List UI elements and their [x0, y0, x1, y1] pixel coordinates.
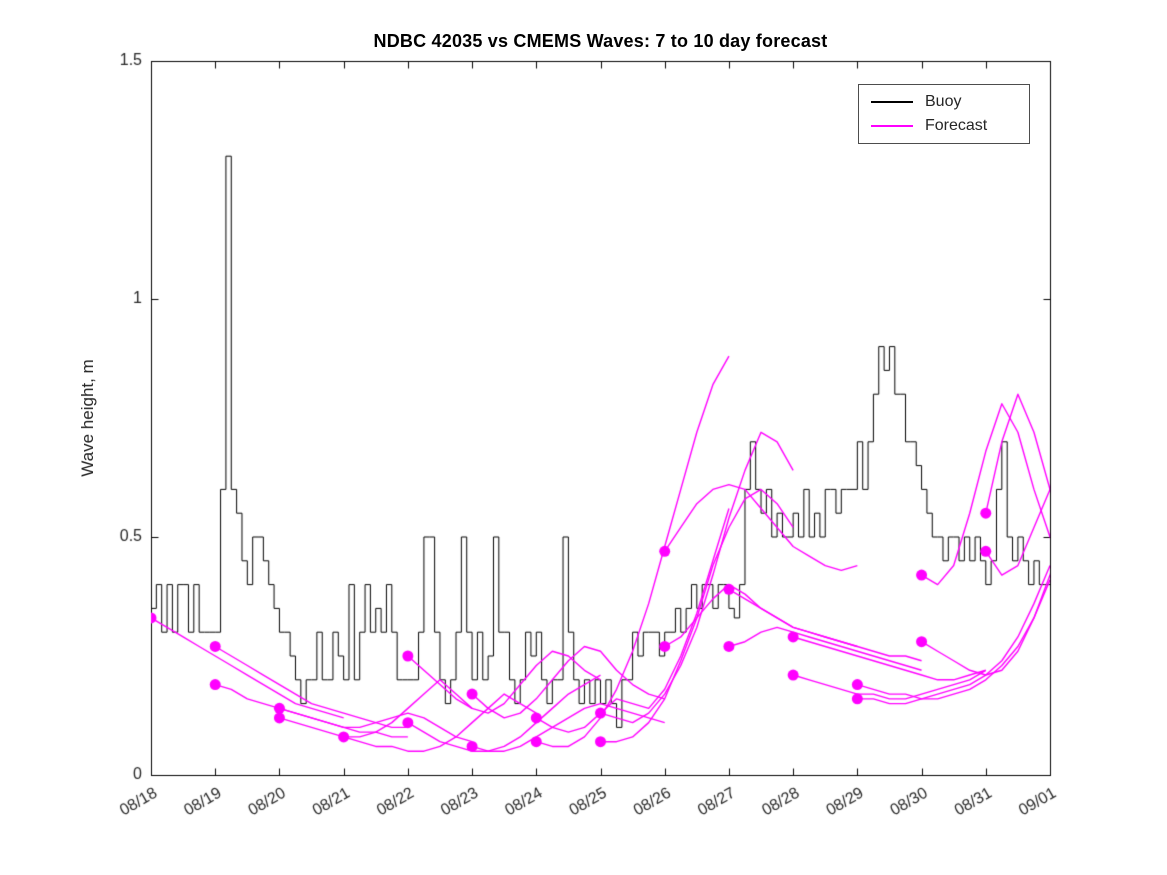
legend-item-forecast: Forecast [859, 114, 1029, 138]
y-axis-label: Wave height, m [78, 359, 97, 477]
buoy-line-swatch [871, 101, 913, 103]
legend-item-buoy: Buoy [859, 90, 1029, 114]
legend-label-forecast: Forecast [925, 117, 988, 134]
legend-label-buoy: Buoy [925, 93, 962, 110]
forecast-line-swatch [871, 125, 913, 127]
chart-title: NDBC 42035 vs CMEMS Waves: 7 to 10 day f… [373, 31, 828, 51]
legend: Buoy Forecast [858, 84, 1030, 144]
